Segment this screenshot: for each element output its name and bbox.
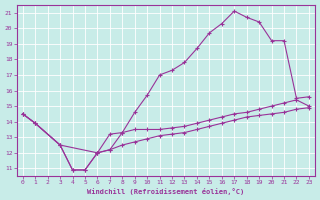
X-axis label: Windchill (Refroidissement éolien,°C): Windchill (Refroidissement éolien,°C)	[87, 188, 244, 195]
